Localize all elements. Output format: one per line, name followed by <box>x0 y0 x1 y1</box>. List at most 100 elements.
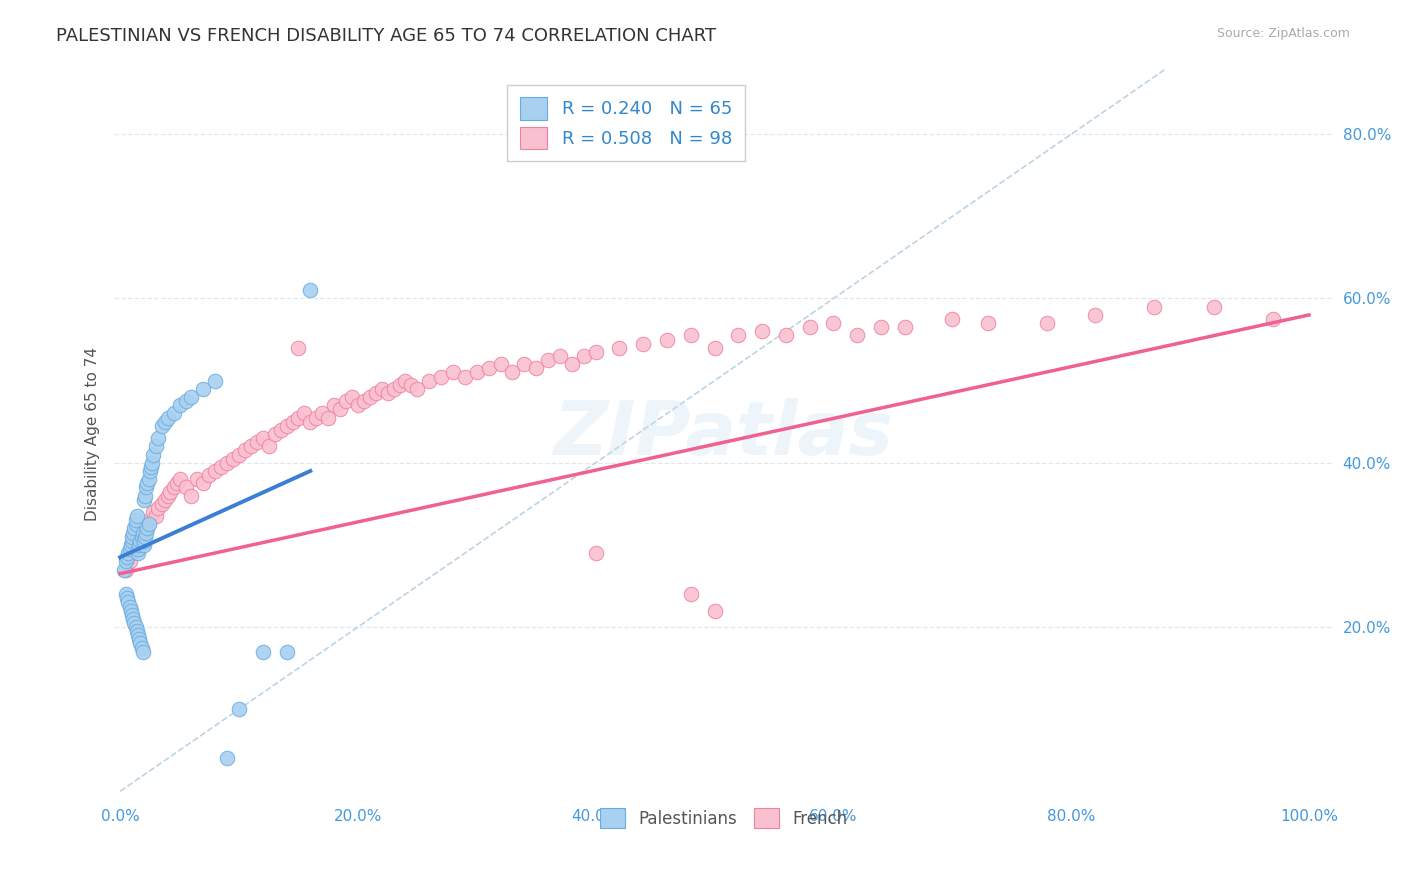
Point <box>751 324 773 338</box>
Point <box>121 607 143 622</box>
Point <box>138 517 160 532</box>
Point <box>299 283 322 297</box>
Point <box>125 624 148 639</box>
Point <box>252 645 274 659</box>
Point <box>135 525 157 540</box>
Point <box>305 410 328 425</box>
Point <box>134 530 156 544</box>
Point <box>132 645 155 659</box>
Point <box>141 456 163 470</box>
Point <box>142 505 165 519</box>
Point <box>1084 308 1107 322</box>
Point <box>136 476 159 491</box>
Point <box>276 645 298 659</box>
Point <box>124 513 146 527</box>
Point <box>132 525 155 540</box>
Point <box>679 328 702 343</box>
Point <box>775 328 797 343</box>
Point <box>150 418 173 433</box>
Point <box>388 377 411 392</box>
Point <box>186 472 208 486</box>
Point <box>159 484 181 499</box>
Point <box>228 702 250 716</box>
Point <box>217 751 239 765</box>
Point <box>138 472 160 486</box>
Point <box>135 480 157 494</box>
Point <box>585 546 607 560</box>
Point <box>294 407 316 421</box>
Point <box>631 336 654 351</box>
Point <box>131 640 153 655</box>
Point <box>353 394 375 409</box>
Point <box>377 386 399 401</box>
Point <box>120 604 142 618</box>
Point <box>174 480 197 494</box>
Point <box>382 382 405 396</box>
Point <box>124 615 146 630</box>
Point <box>115 554 138 568</box>
Point <box>465 366 488 380</box>
Point <box>679 587 702 601</box>
Point <box>180 390 202 404</box>
Point <box>524 361 547 376</box>
Point <box>823 316 845 330</box>
Point <box>180 489 202 503</box>
Point <box>703 604 725 618</box>
Point <box>135 521 157 535</box>
Point <box>323 398 346 412</box>
Point <box>124 517 146 532</box>
Point <box>257 439 280 453</box>
Point <box>156 489 179 503</box>
Point <box>127 628 149 642</box>
Point <box>228 448 250 462</box>
Point <box>132 492 155 507</box>
Point <box>233 443 256 458</box>
Point <box>122 612 145 626</box>
Point <box>252 431 274 445</box>
Point <box>118 599 141 614</box>
Point <box>609 341 631 355</box>
Point <box>162 480 184 494</box>
Point <box>120 538 142 552</box>
Point <box>162 407 184 421</box>
Point <box>364 386 387 401</box>
Point <box>561 357 583 371</box>
Point <box>1036 316 1059 330</box>
Point <box>132 533 155 548</box>
Point <box>155 415 177 429</box>
Point <box>136 521 159 535</box>
Point <box>169 472 191 486</box>
Y-axis label: Disability Age 65 to 74: Disability Age 65 to 74 <box>86 347 100 521</box>
Point <box>193 476 215 491</box>
Point <box>329 402 352 417</box>
Point <box>299 415 322 429</box>
Point <box>316 410 339 425</box>
Text: PALESTINIAN VS FRENCH DISABILITY AGE 65 TO 74 CORRELATION CHART: PALESTINIAN VS FRENCH DISABILITY AGE 65 … <box>56 27 717 45</box>
Point <box>128 632 150 647</box>
Point <box>287 341 309 355</box>
Point <box>115 563 138 577</box>
Point <box>655 333 678 347</box>
Point <box>204 374 226 388</box>
Point <box>894 320 917 334</box>
Point <box>166 476 188 491</box>
Point <box>124 530 146 544</box>
Point <box>128 538 150 552</box>
Point <box>132 538 155 552</box>
Text: Source: ZipAtlas.com: Source: ZipAtlas.com <box>1216 27 1350 40</box>
Point <box>121 533 143 548</box>
Point <box>115 587 138 601</box>
Point <box>134 489 156 503</box>
Point <box>846 328 869 343</box>
Point <box>118 554 141 568</box>
Point <box>340 390 363 404</box>
Point <box>131 533 153 548</box>
Point <box>156 410 179 425</box>
Point <box>148 431 170 445</box>
Point <box>193 382 215 396</box>
Point <box>124 521 146 535</box>
Point <box>117 591 139 606</box>
Point <box>489 357 512 371</box>
Point <box>394 374 416 388</box>
Point <box>703 341 725 355</box>
